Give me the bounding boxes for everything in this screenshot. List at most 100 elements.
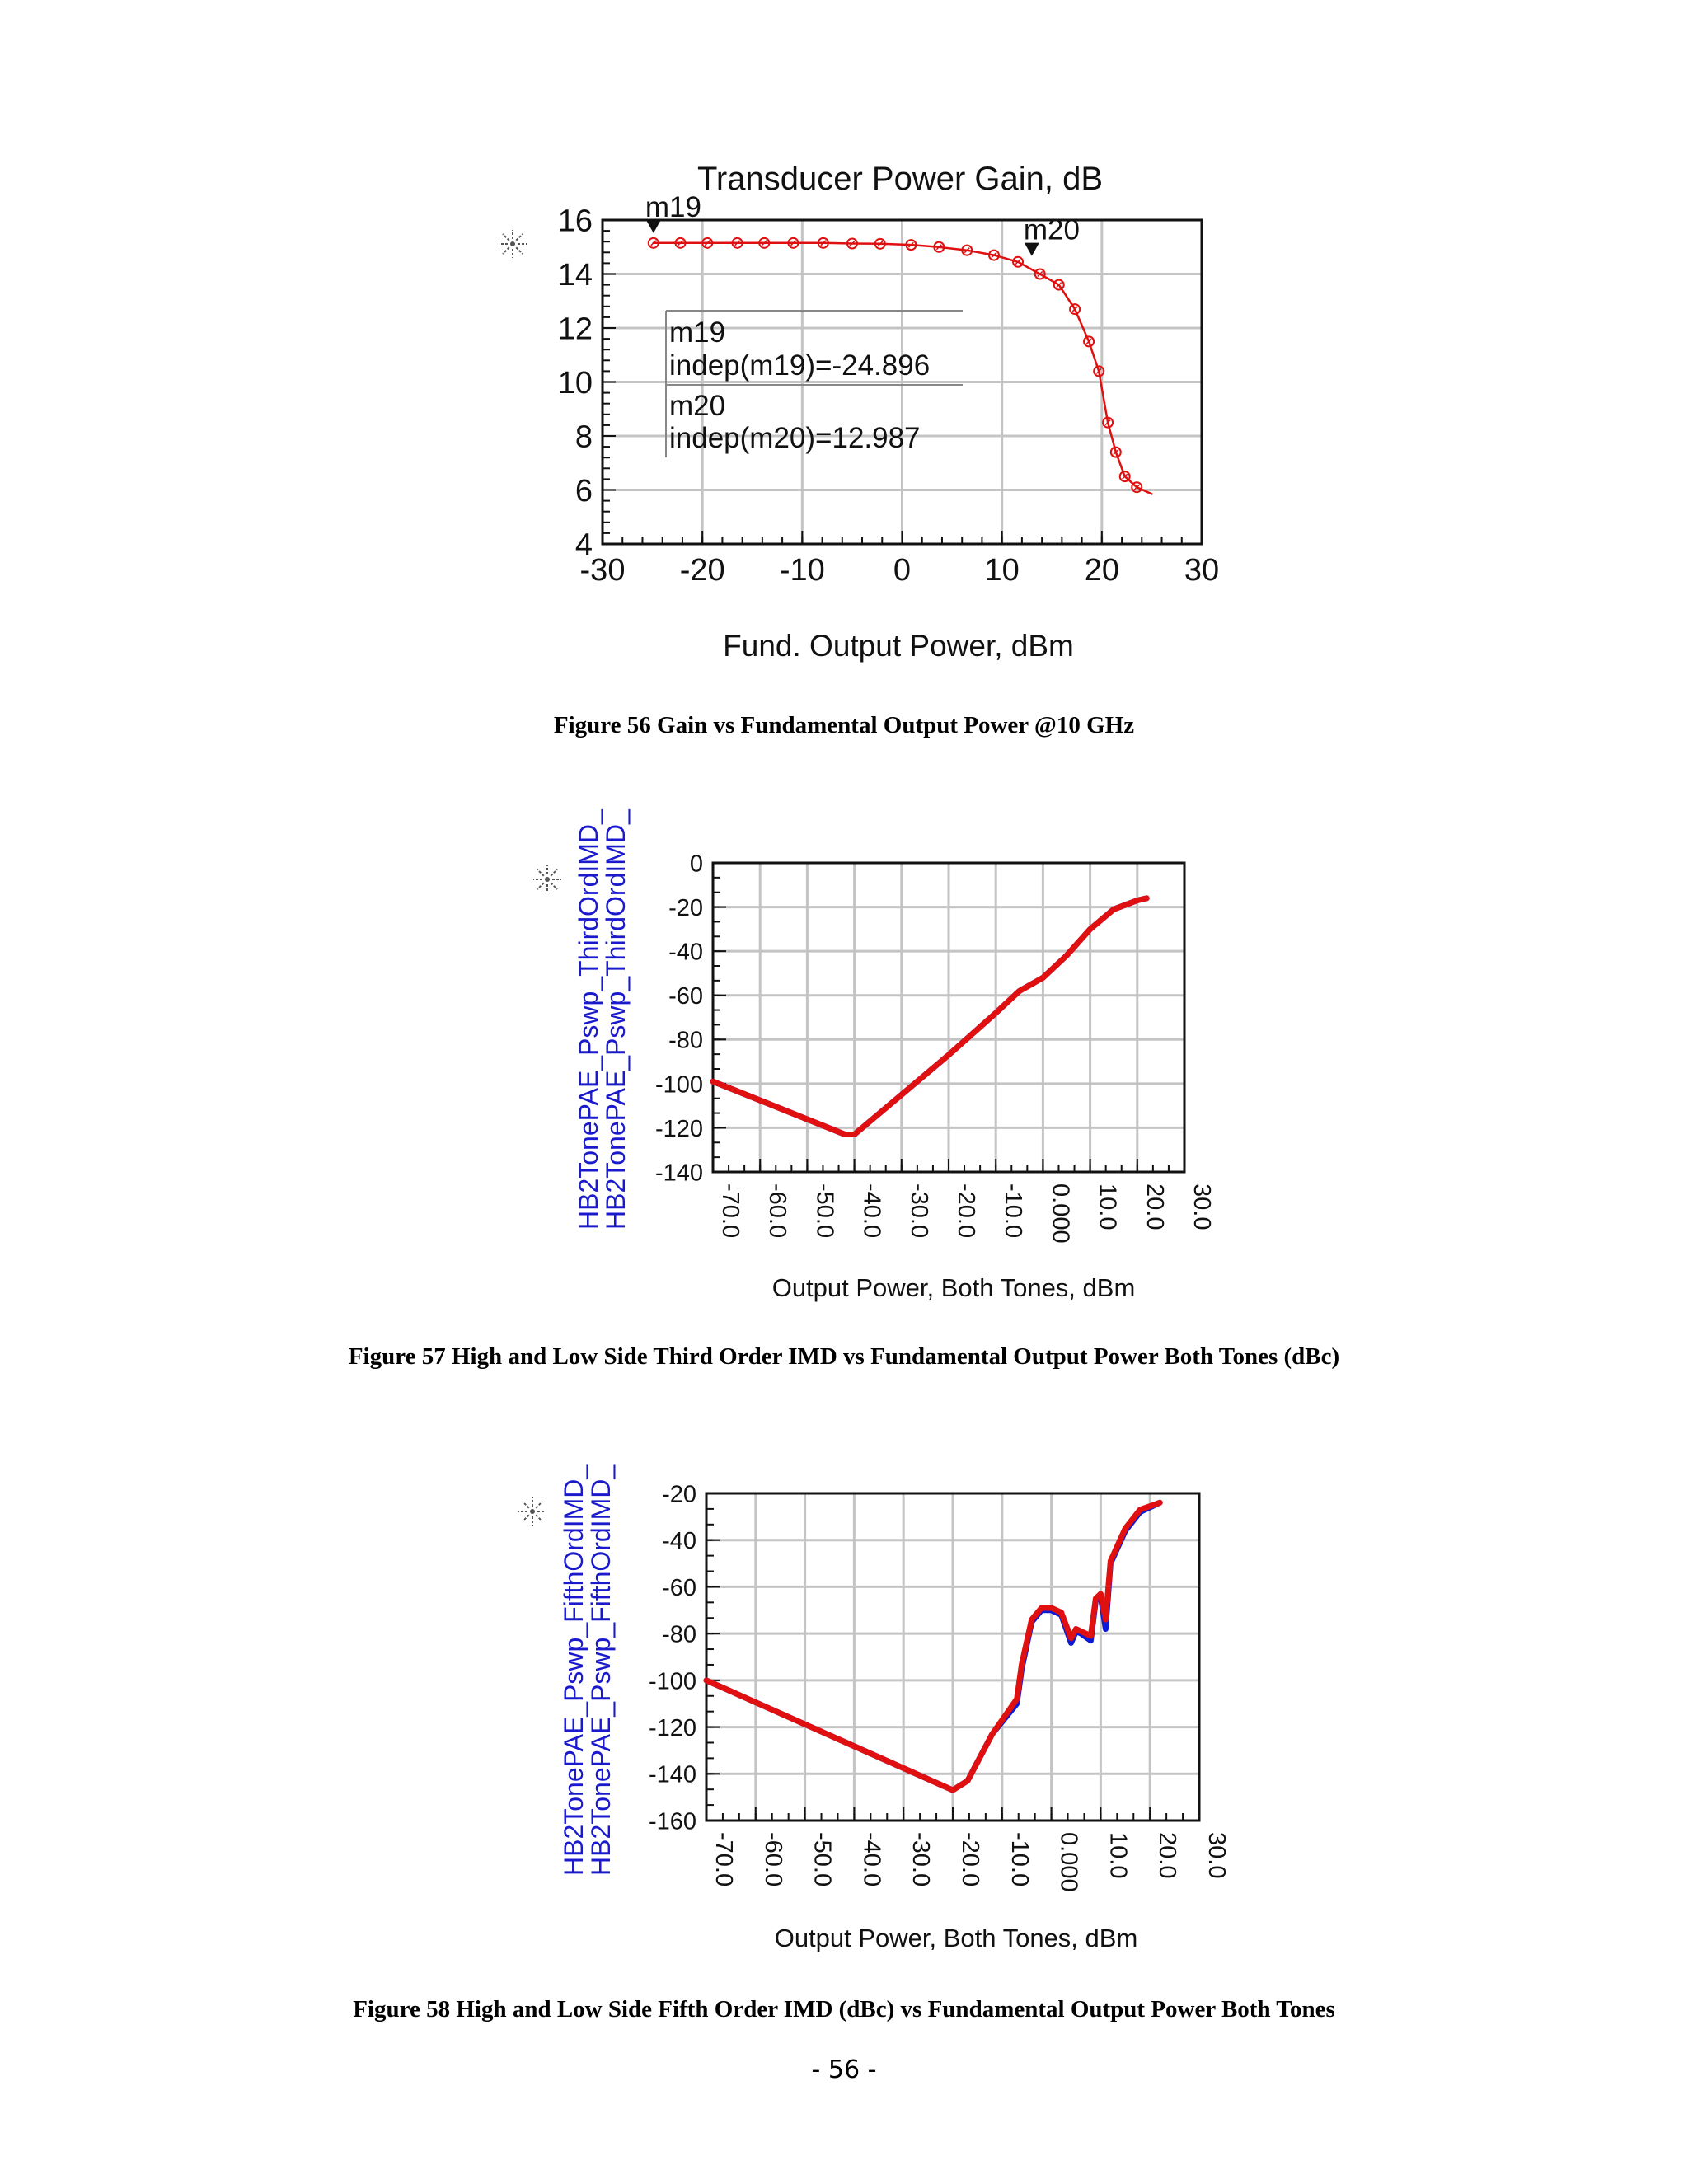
- readout-m20-value: indep(m20)=12.987: [669, 422, 921, 454]
- series-line: [710, 895, 1150, 1137]
- y-tick-label: -160: [649, 1808, 696, 1835]
- y-tick-label: -20: [668, 895, 703, 921]
- data-point: [905, 239, 917, 251]
- data-point: [674, 237, 687, 249]
- marker-m19-icon: [645, 219, 661, 233]
- x-tick-label: -40.0: [859, 1183, 885, 1238]
- series-line: [703, 1499, 1163, 1793]
- data-point: [987, 249, 1000, 261]
- y-axis-label-2: HB2TonePAE_Pswp_ThirdOrdIMD_: [601, 808, 631, 1230]
- y-tick-label: 8: [575, 420, 593, 455]
- sparkle-icon: [533, 865, 561, 893]
- y-tick-label: -100: [649, 1668, 696, 1694]
- x-tick-label: -60.0: [760, 1832, 786, 1886]
- x-tick-label: 10: [985, 553, 1020, 588]
- data-point: [933, 241, 945, 253]
- data-point: [846, 237, 858, 250]
- sparkle-icon: [499, 230, 527, 258]
- y-axis-label-2: HB2TonePAE_Pswp_FifthOrdIMD_: [586, 1464, 616, 1876]
- x-tick-label: -30.0: [907, 1832, 934, 1886]
- gain-chart: Transducer Power Gain, dB -30 -20 -10 0 10 20…: [499, 161, 1219, 663]
- data-point: [1069, 303, 1081, 316]
- data-point: [1034, 268, 1046, 280]
- x-tick-label: -20.0: [957, 1832, 983, 1886]
- y-tick-label: 6: [575, 474, 593, 509]
- data-point: [1102, 416, 1114, 429]
- y-tick-label: 0: [690, 851, 703, 877]
- y-tick-label: -80: [668, 1028, 703, 1054]
- x-tick-label: -10: [780, 553, 825, 588]
- marker-readout: m19 indep(m19)=-24.896 m20 indep(m20)=12…: [665, 310, 963, 457]
- x-tick-label: 20.0: [1154, 1832, 1180, 1878]
- y-tick-label: 10: [558, 366, 593, 401]
- page-number: - 56 -: [811, 2055, 877, 2084]
- x-axis-label: Fund. Output Power, dBm: [723, 629, 1074, 663]
- figure-58-caption: Figure 58 High and Low Side Fifth Order …: [353, 1996, 1335, 2022]
- x-tick-label: -10.0: [1000, 1183, 1026, 1238]
- data-point: [1053, 279, 1065, 291]
- x-tick-label: -40.0: [858, 1832, 884, 1886]
- x-tick-label: 10.0: [1104, 1832, 1131, 1878]
- series-line: [703, 1499, 1163, 1793]
- data-point: [1083, 335, 1095, 348]
- x-tick-label: 20: [1085, 553, 1119, 588]
- y-tick-label: -80: [662, 1622, 696, 1648]
- y-tick-label: 16: [558, 204, 593, 239]
- x-tick-label: -30.0: [906, 1183, 932, 1238]
- data-point: [874, 237, 886, 250]
- x-tick-label: 10.0: [1095, 1183, 1121, 1230]
- x-tick-label: 30: [1184, 553, 1219, 588]
- data-point: [1012, 255, 1025, 268]
- x-tick-label: -20.0: [953, 1183, 979, 1238]
- data-point: [1109, 446, 1122, 458]
- x-tick-label: 30.0: [1189, 1183, 1215, 1230]
- data-point: [961, 244, 973, 256]
- x-axis-label: Output Power, Both Tones, dBm: [775, 1924, 1138, 1952]
- x-tick-label: 0.000: [1047, 1183, 1073, 1244]
- sparkle-icon: [518, 1497, 546, 1526]
- data-point: [1093, 365, 1105, 377]
- data-point: [1118, 471, 1131, 483]
- fifth-order-imd-chart: HB2TonePAE_Pswp_FifthOrdIMD_ HB2TonePAE_…: [518, 1464, 1230, 1952]
- x-tick-label: 30.0: [1203, 1832, 1230, 1878]
- y-tick-label: -60: [662, 1575, 696, 1601]
- y-tick-label: -140: [649, 1762, 696, 1788]
- marker-m20-label: m20: [1024, 214, 1080, 246]
- figure-56-caption: Figure 56 Gain vs Fundamental Output Pow…: [553, 712, 1135, 738]
- y-tick-label: -120: [649, 1715, 696, 1741]
- x-tick-label: -20: [680, 553, 725, 588]
- readout-m19-value: indep(m19)=-24.896: [669, 349, 930, 382]
- data-point: [647, 237, 659, 249]
- y-tick-label: -60: [668, 983, 703, 1010]
- readout-m19-name: m19: [669, 316, 725, 349]
- y-axis-label-1: HB2TonePAE_Pswp_ThirdOrdIMD_: [574, 808, 603, 1230]
- marker-m20-icon: [1024, 242, 1039, 256]
- y-tick-label: -40: [668, 940, 703, 966]
- data-point: [787, 237, 799, 249]
- data-point: [701, 237, 714, 249]
- x-axis-label: Output Power, Both Tones, dBm: [772, 1273, 1136, 1302]
- third-order-imd-chart: HB2TonePAE_Pswp_ThirdOrdIMD_ HB2TonePAE_…: [533, 808, 1215, 1302]
- readout-m20-name: m20: [669, 390, 725, 422]
- x-tick-label: -70.0: [717, 1183, 743, 1238]
- y-tick-label: 12: [558, 312, 593, 347]
- figure-57-caption: Figure 57 High and Low Side Third Order …: [348, 1343, 1340, 1370]
- y-tick-label: -140: [655, 1160, 703, 1186]
- y-tick-label: -100: [655, 1071, 703, 1098]
- x-tick-label: -30: [580, 553, 626, 588]
- chart-title: Transducer Power Gain, dB: [697, 161, 1103, 197]
- x-tick-label: 20.0: [1142, 1183, 1168, 1230]
- y-tick-label: 4: [575, 528, 593, 563]
- x-tick-label: 0: [893, 553, 911, 588]
- x-tick-label: -60.0: [764, 1183, 790, 1238]
- y-tick-label: -20: [662, 1481, 696, 1507]
- x-tick-label: -50.0: [809, 1832, 836, 1886]
- y-tick-label: 14: [558, 258, 593, 293]
- x-tick-label: -70.0: [710, 1832, 737, 1886]
- data-point: [758, 237, 771, 249]
- marker-m19-label: m19: [645, 191, 701, 223]
- x-tick-label: -50.0: [811, 1183, 837, 1238]
- y-axis-label-1: HB2TonePAE_Pswp_FifthOrdIMD_: [559, 1464, 588, 1876]
- y-tick-label: -120: [655, 1116, 703, 1142]
- data-point: [1131, 481, 1143, 494]
